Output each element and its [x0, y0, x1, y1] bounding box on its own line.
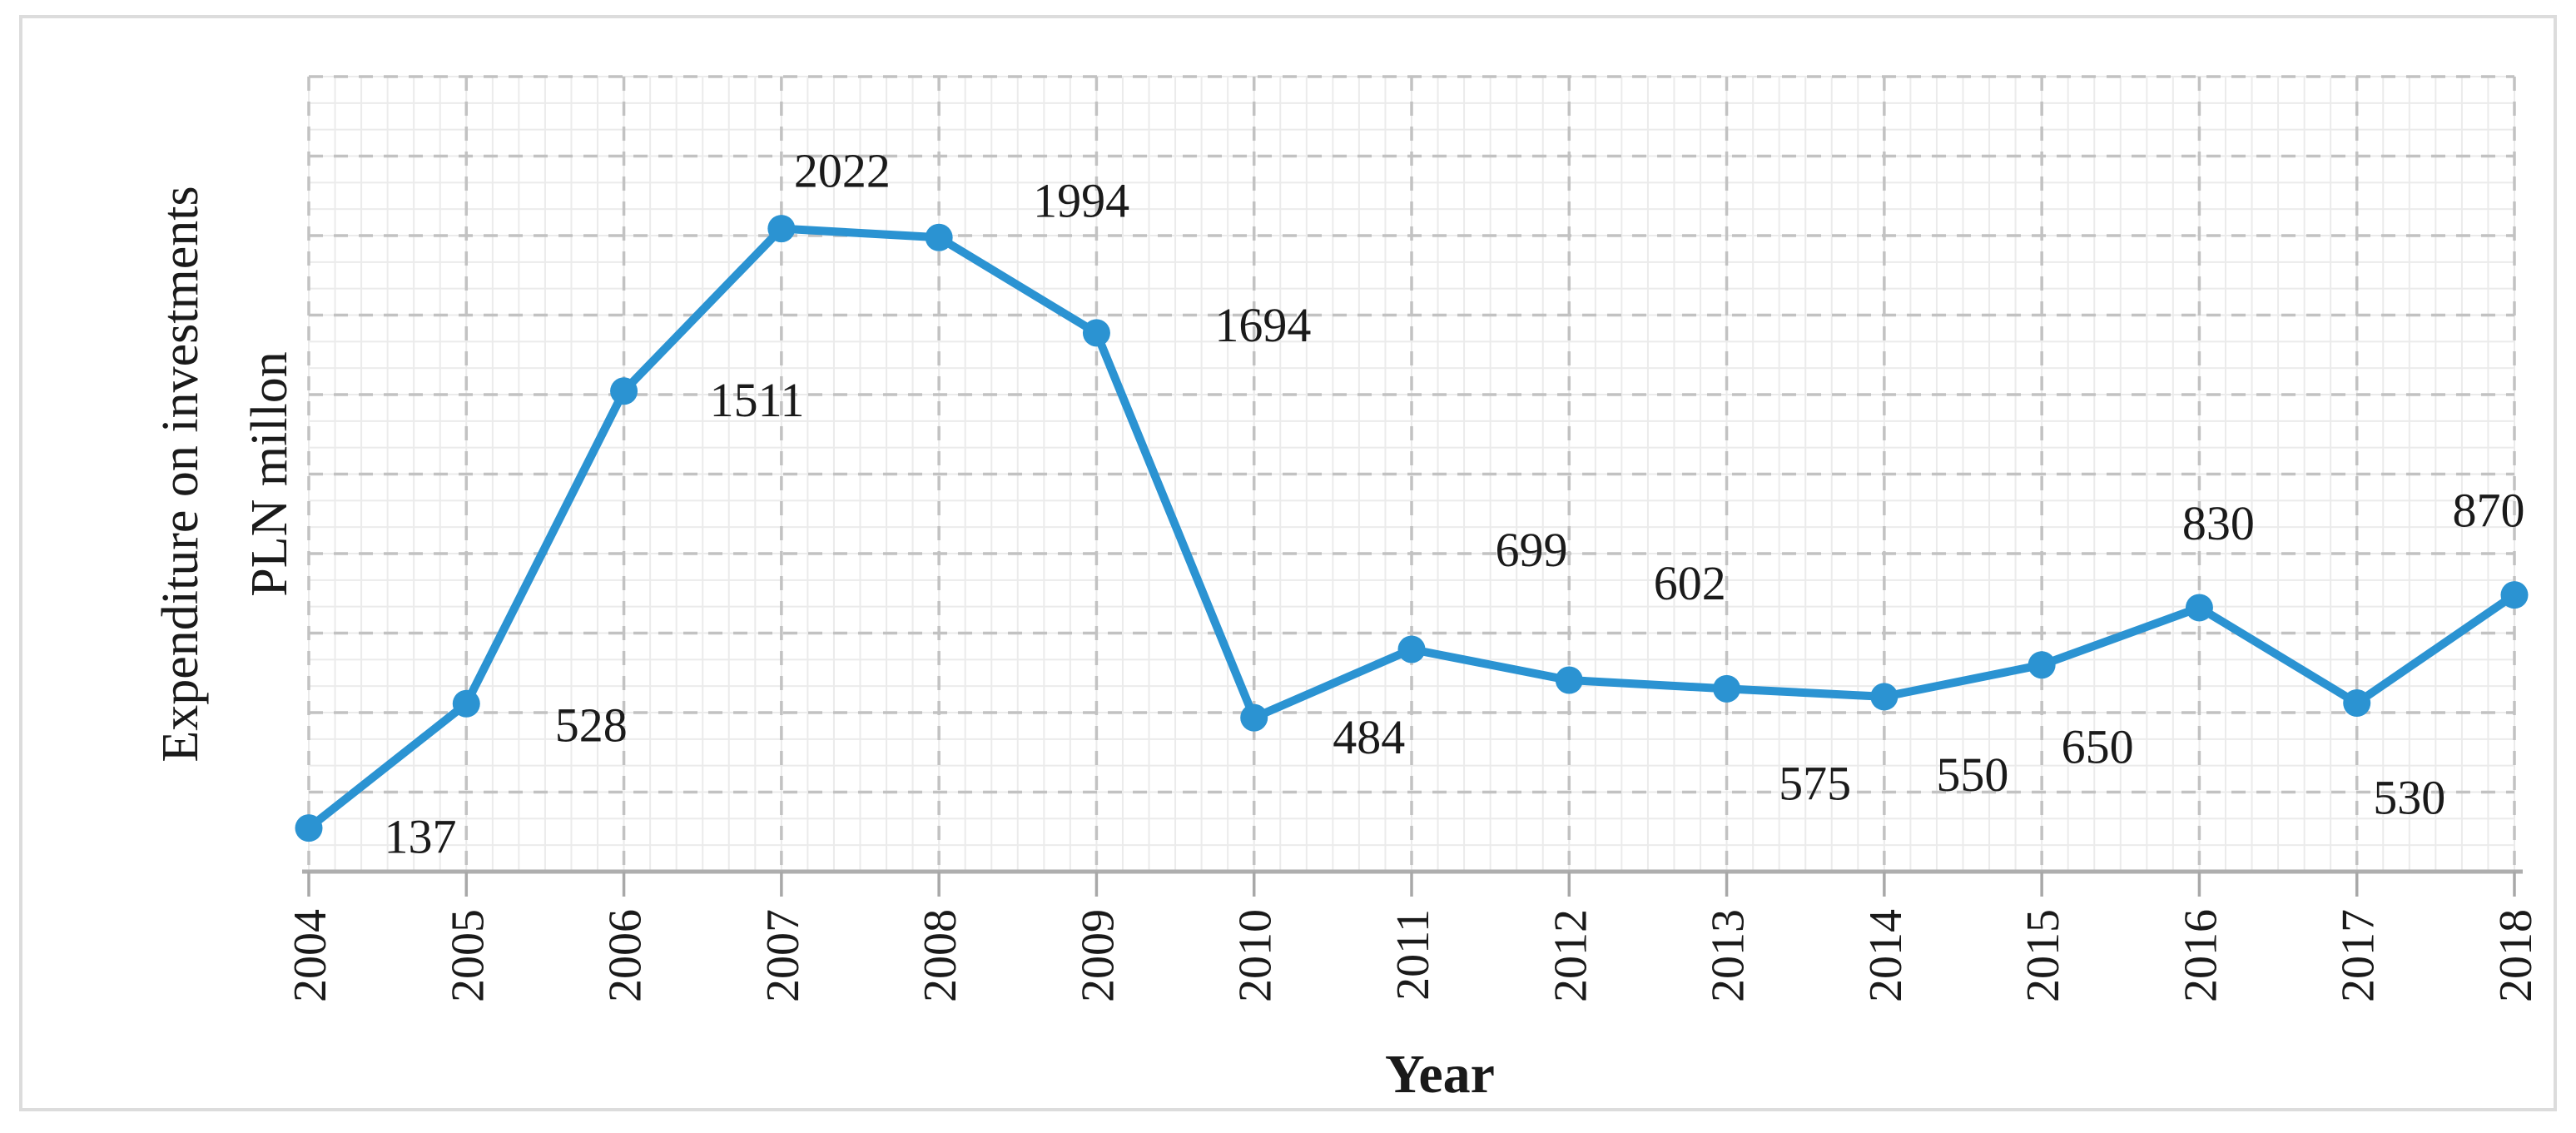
x-tick-label: 2016	[2175, 909, 2226, 1002]
x-tick-label: 2004	[285, 909, 336, 1002]
data-point	[1870, 683, 1898, 711]
data-point	[295, 814, 323, 842]
x-tick-label: 2013	[1703, 909, 1755, 1002]
point-label: 575	[1779, 756, 1851, 810]
data-point	[2185, 594, 2213, 622]
point-label: 530	[2373, 771, 2445, 825]
x-tick-label: 2006	[600, 909, 652, 1002]
data-point	[2028, 651, 2056, 679]
x-tick-label: 2011	[1387, 909, 1439, 1001]
y-axis-title-line2: PLN millon	[241, 351, 298, 597]
x-tick-label: 2009	[1072, 909, 1124, 1002]
figure-frame	[19, 15, 2557, 1111]
point-label: 602	[1654, 556, 1726, 610]
data-point	[1713, 674, 1741, 703]
y-axis-title-line1: Expenditure on investments	[152, 186, 209, 762]
major-grid	[307, 75, 2516, 872]
x-tick-label: 2014	[1860, 909, 1912, 1002]
point-label: 1511	[710, 373, 805, 427]
data-point	[1240, 703, 1268, 732]
data-point	[925, 223, 953, 251]
x-axis-title: Year	[1385, 1044, 1495, 1105]
x-tick-label: 2018	[2490, 909, 2542, 1002]
point-label: 528	[555, 698, 628, 752]
x-axis-ticks	[307, 872, 2516, 897]
x-tick-label: 2012	[1545, 909, 1596, 1002]
data-point	[610, 377, 638, 405]
point-label: 1994	[1033, 173, 1129, 227]
point-label: 699	[1496, 523, 1568, 577]
point-label: 550	[1936, 748, 2008, 802]
x-tick-labels: 2004 2005 2006 2007 2008 2009 2010 2011 2012 2013…	[285, 909, 2542, 1002]
point-label: 830	[2182, 496, 2255, 550]
x-tick-label: 2015	[2018, 909, 2069, 1002]
x-tick-label: 2007	[757, 909, 809, 1002]
x-tick-label: 2008	[915, 909, 966, 1002]
point-label: 137	[385, 810, 457, 864]
point-labels: 137 528 1511 2022 1994 1694 484 699 602 575 550 650…	[385, 144, 2525, 864]
data-point	[452, 689, 480, 718]
point-label: 870	[2453, 484, 2525, 538]
data-point	[1397, 635, 1426, 663]
data-point	[2500, 581, 2529, 609]
data-point	[1555, 666, 1583, 694]
point-label: 650	[2062, 720, 2134, 774]
point-label: 1694	[1214, 298, 1311, 352]
x-tick-label: 2017	[2333, 909, 2385, 1002]
data-point	[1082, 319, 1110, 347]
x-tick-label: 2005	[442, 909, 494, 1002]
x-tick-label: 2010	[1230, 909, 1282, 1002]
data-point	[2343, 689, 2371, 718]
data-point	[767, 215, 796, 243]
point-label: 484	[1333, 710, 1405, 764]
point-label: 2022	[794, 144, 891, 198]
series-group	[295, 215, 2529, 842]
